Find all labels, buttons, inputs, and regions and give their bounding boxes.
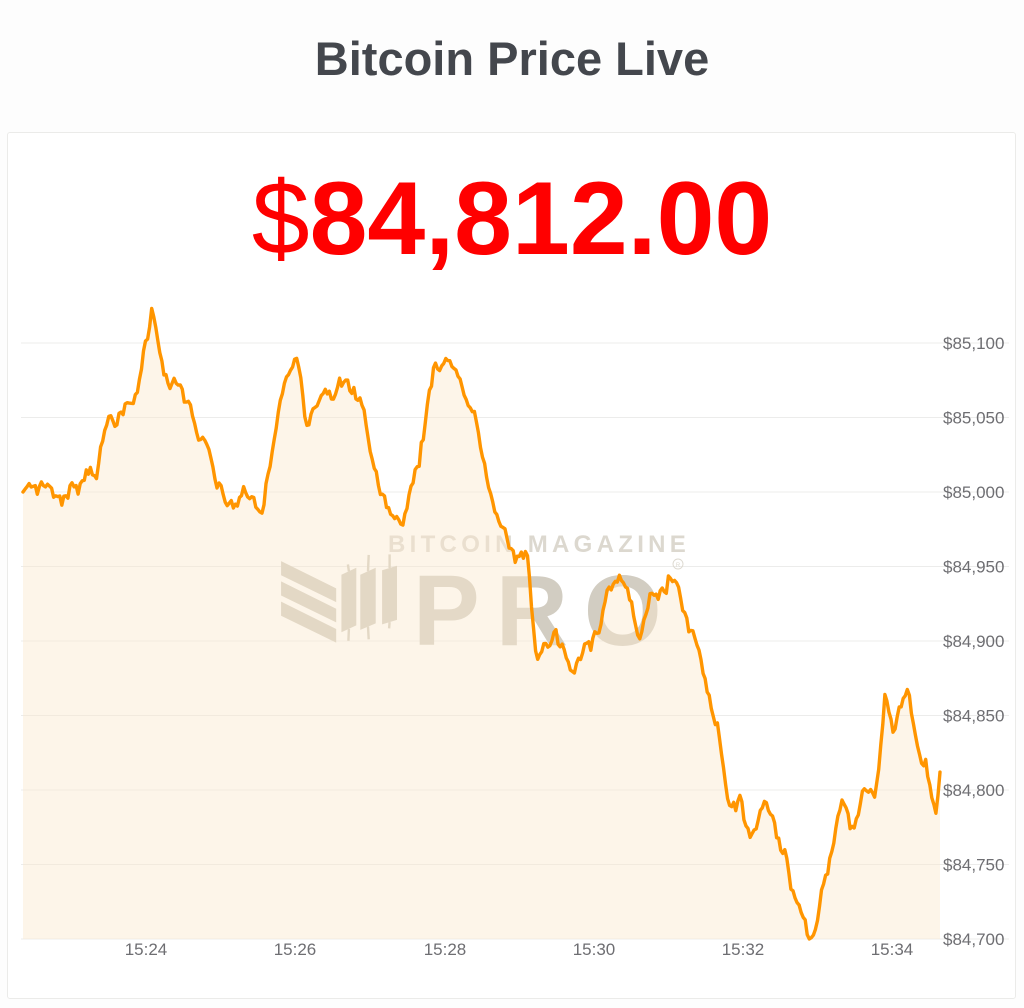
svg-text:15:34: 15:34 <box>871 940 914 959</box>
svg-text:$85,050: $85,050 <box>943 409 1004 428</box>
svg-text:15:28: 15:28 <box>424 940 467 959</box>
svg-text:15:26: 15:26 <box>274 940 317 959</box>
svg-text:15:24: 15:24 <box>125 940 168 959</box>
svg-text:$84,750: $84,750 <box>943 856 1004 875</box>
svg-text:$85,000: $85,000 <box>943 483 1004 502</box>
svg-text:$84,700: $84,700 <box>943 930 1004 949</box>
svg-text:$84,900: $84,900 <box>943 632 1004 651</box>
svg-text:15:30: 15:30 <box>573 940 616 959</box>
svg-text:$85,100: $85,100 <box>943 334 1004 353</box>
svg-text:$84,850: $84,850 <box>943 707 1004 726</box>
svg-text:R: R <box>676 563 681 569</box>
svg-text:$84,800: $84,800 <box>943 781 1004 800</box>
svg-text:$84,950: $84,950 <box>943 558 1004 577</box>
svg-text:15:32: 15:32 <box>722 940 765 959</box>
